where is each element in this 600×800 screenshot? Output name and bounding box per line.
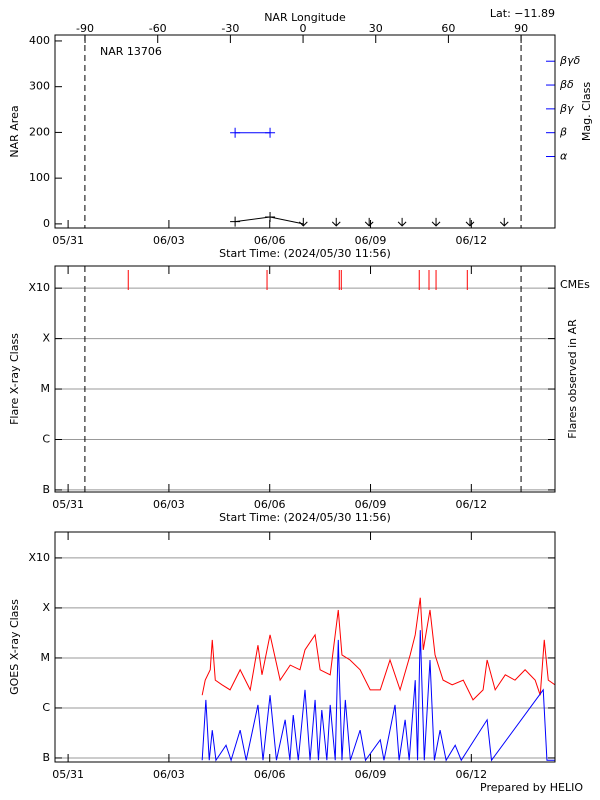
x2-tick-label: -30 — [221, 22, 239, 35]
x-tick-label: 06/09 — [355, 234, 387, 247]
x-axis-label: Start Time: (2024/05/30 11:56) — [219, 511, 391, 524]
x-tick-label: 06/12 — [455, 768, 487, 781]
x-tick-label: 05/31 — [52, 498, 84, 511]
x-tick-label: 05/31 — [52, 768, 84, 781]
plot-frame — [54, 34, 556, 229]
y-tick-label: C — [42, 432, 50, 445]
y-tick-label: 400 — [29, 34, 50, 47]
y-tick-label: 100 — [29, 171, 50, 184]
plot-frame — [54, 531, 556, 763]
point-marker — [431, 217, 441, 227]
y2-tick-label: βγδ — [559, 54, 581, 67]
y2-axis-label: Mag. Class — [580, 82, 593, 141]
point-marker — [364, 217, 374, 227]
y-tick-label: B — [42, 483, 50, 496]
x2-tick-label: 0 — [300, 22, 307, 35]
point-marker — [397, 217, 407, 227]
x2-tick-label: -60 — [149, 22, 167, 35]
event-legend: CMEs — [560, 278, 590, 291]
x-tick-label: 05/31 — [52, 234, 84, 247]
x-tick-label: 06/03 — [153, 498, 185, 511]
x2-tick-label: -90 — [76, 22, 94, 35]
y-tick-label: X — [42, 601, 50, 614]
y-tick-label: 200 — [29, 125, 50, 138]
series-line — [201, 597, 555, 701]
x-tick-label: 06/12 — [455, 234, 487, 247]
y-tick-label: C — [42, 701, 50, 714]
point-marker — [265, 212, 276, 223]
point-marker — [298, 217, 308, 227]
y-tick-label: M — [41, 382, 51, 395]
x-tick-label: 06/06 — [254, 234, 286, 247]
y-tick-label: 300 — [29, 80, 50, 93]
annotation: Lat: −11.89 — [490, 7, 555, 20]
y2-tick-label: βγ — [559, 102, 574, 115]
y-tick-label: B — [42, 751, 50, 764]
x-axis-label: Start Time: (2024/05/30 11:56) — [219, 247, 391, 260]
x2-tick-label: 30 — [369, 22, 383, 35]
y-tick-label: X10 — [28, 281, 50, 294]
y2-tick-label: α — [560, 150, 568, 163]
point-marker — [230, 127, 241, 138]
point-marker — [265, 127, 276, 138]
x2-tick-label: 60 — [441, 22, 455, 35]
y-tick-label: M — [41, 651, 51, 664]
plot-frame — [54, 265, 556, 493]
point-marker — [499, 217, 509, 227]
x2-tick-label: 90 — [514, 22, 528, 35]
point-marker — [230, 216, 241, 227]
y-axis-label: Flare X-ray Class — [8, 333, 21, 425]
x2-axis-label: NAR Longitude — [264, 11, 346, 24]
y-tick-label: 0 — [43, 217, 50, 230]
x-tick-label: 06/09 — [355, 498, 387, 511]
y-axis-label: NAR Area — [8, 105, 21, 157]
x-tick-label: 06/03 — [153, 234, 185, 247]
y2-tick-label: βδ — [559, 78, 574, 91]
series-line — [201, 630, 555, 762]
x-tick-label: 06/06 — [254, 768, 286, 781]
footer: Prepared by HELIO — [480, 781, 583, 794]
point-marker — [331, 217, 341, 227]
x-tick-label: 06/06 — [254, 498, 286, 511]
x-tick-label: 06/12 — [455, 498, 487, 511]
y2-tick-label: β — [559, 126, 567, 139]
y-tick-label: X — [42, 332, 50, 345]
point-marker — [465, 217, 475, 227]
y-tick-label: X10 — [28, 551, 50, 564]
x-tick-label: 06/03 — [153, 768, 185, 781]
y2-axis-label: Flares observed in AR — [566, 319, 579, 439]
chart-title: NAR 13706 — [100, 45, 162, 58]
x-tick-label: 06/09 — [355, 768, 387, 781]
y-axis-label: GOES X-ray Class — [8, 599, 21, 695]
